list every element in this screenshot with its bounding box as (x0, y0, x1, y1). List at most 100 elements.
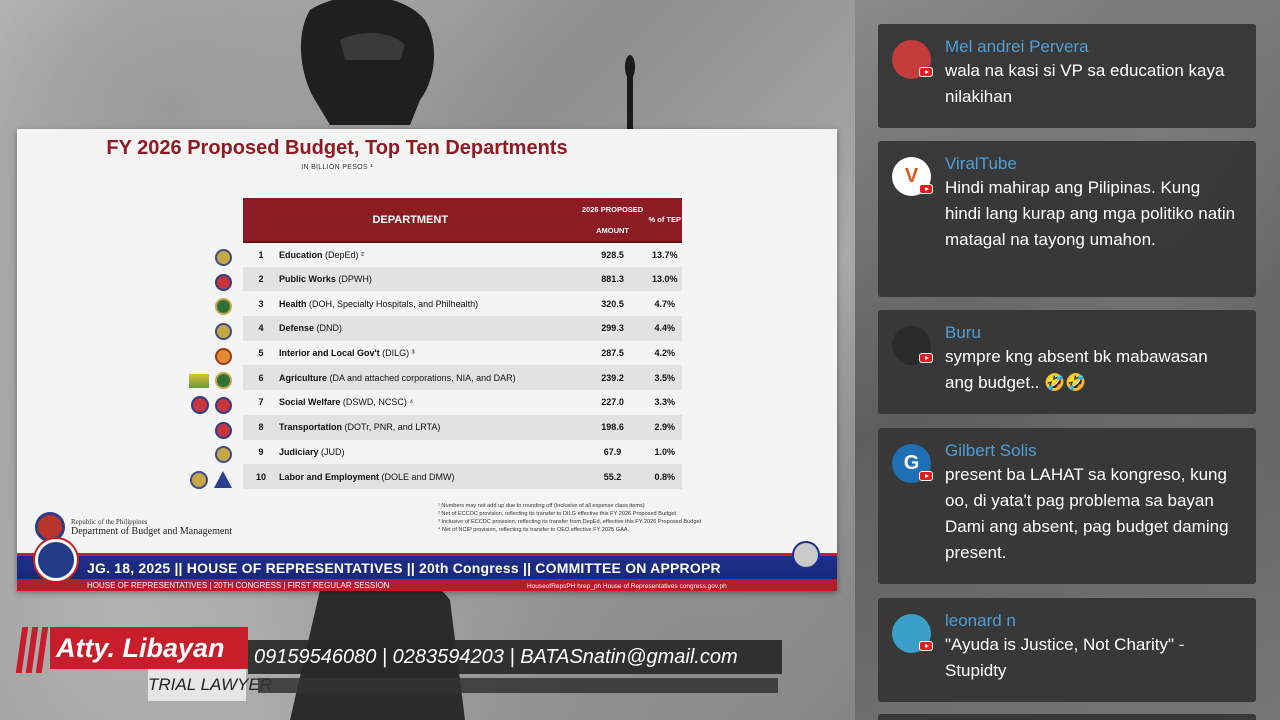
chat-author[interactable]: ViralTube (945, 154, 1017, 173)
nia-logo-icon (189, 373, 209, 388)
youtube-icon (919, 353, 933, 363)
row-amount: 299.3 (577, 316, 648, 341)
row-rank: 6 (243, 365, 279, 391)
row-pct: 2.9% (647, 414, 682, 440)
budget-table: DEPARTMENT 2026 PROPOSED AMOUNT % of TEP… (243, 198, 682, 489)
table-row: 6 Agriculture (DA and attached corporatio… (243, 365, 682, 391)
dbm-seal-icon (35, 512, 65, 542)
chat-author[interactable]: Buru (945, 323, 981, 342)
dpwh-seal-icon (215, 273, 232, 291)
row-department: Health (DOH, Specialty Hospitals, and Ph… (279, 298, 479, 309)
video-player[interactable]: FY 2026 Proposed Budget, Top Ten Departm… (0, 0, 855, 720)
chat-message[interactable]: leonard n "Ayuda is Justice, Not Charity… (878, 598, 1256, 702)
congress-seal-icon (792, 541, 820, 569)
da-seal-icon (215, 372, 232, 390)
row-rank: 5 (258, 348, 264, 359)
table-row: 4 Defense (DND) 299.3 4.4% (243, 316, 682, 341)
lower-third-stripes (15, 627, 51, 673)
row-rank: 10 (243, 464, 279, 489)
table-row: 8 Transportation (DOTr, PNR, and LRTA) 198… (243, 414, 682, 440)
row-amount: 198.6 (577, 414, 648, 440)
header-department: DEPARTMENT (243, 198, 578, 243)
broadcast-banner: JG. 18, 2025 || HOUSE OF REPRESENTATIVES… (17, 553, 837, 591)
slide-footnotes: ¹ Numbers may not add up due to rounding… (438, 502, 828, 534)
row-amount: 55.2 (577, 464, 648, 489)
row-rank: 4 (243, 316, 279, 341)
row-amount: 239.2 (577, 365, 648, 391)
chat-author[interactable]: Mel andrei Pervera (945, 37, 1089, 56)
chat-message[interactable]: Buru sympre kng absent bk mabawasan ang … (878, 310, 1256, 414)
chat-message[interactable]: G Gilbert Solis present ba LAHAT sa kong… (878, 428, 1256, 584)
footnote: ³ Inclusive of ECCDC provision, reflecti… (438, 519, 702, 525)
dotr-seal-icon (215, 421, 232, 439)
row-department: Judiciary (JUD) (279, 446, 345, 457)
row-amount: 881.3 (577, 266, 648, 292)
row-pct: 1.0% (654, 446, 676, 457)
row-department: Public Works (DPWH) (279, 266, 578, 292)
chat-message[interactable]: V ViralTube Hindi mahirap ang Pilipinas.… (878, 141, 1256, 297)
ncsc-seal-icon (191, 396, 209, 415)
table-row: 9 Judiciary (JUD) 67.9 1.0% (243, 440, 682, 465)
row-rank: 7 (258, 397, 264, 408)
lower-third-bar (258, 678, 778, 693)
row-amount: 67.9 (603, 446, 622, 457)
banner-social-text: HouseofRepsPH hrep_ph House of Represent… (527, 583, 727, 590)
youtube-icon (919, 67, 933, 77)
row-department: Labor and Employment (DOLE and DMW) (279, 464, 578, 489)
table-row: 1 Education (DepEd) ² 928.5 13.7% (243, 242, 682, 267)
chat-text: Hindi mahirap ang Pilipinas. Kung hindi … (945, 178, 1236, 249)
youtube-icon (919, 641, 933, 651)
dbm-logo: Republic of the Philippines Department o… (35, 512, 232, 542)
chat-message[interactable]: Mel andrei Pervera wala na kasi si VP sa… (878, 24, 1256, 128)
chat-text: sympre kng absent bk mabawasan ang budge… (945, 347, 1208, 392)
youtube-icon (919, 471, 933, 481)
header-pct: % of TEP (647, 198, 682, 243)
row-pct: 4.7% (654, 298, 676, 309)
live-chat-panel: Mel andrei Pervera wala na kasi si VP sa… (855, 0, 1280, 720)
row-pct: 3.5% (647, 365, 682, 391)
table-row: 2 Public Works (DPWH) 881.3 13.0% (243, 266, 682, 292)
lower-third-name: Atty. Libayan (50, 627, 248, 669)
deped-seal-icon (215, 248, 232, 266)
table-row: 5 Interior and Local Gov't (DILG) ³ 287.5 4… (243, 341, 682, 366)
footnote: ⁴ Net of NCIP provision, reflecting its … (438, 527, 630, 533)
row-amount: 287.5 (601, 348, 624, 359)
table-row: 3 Health (DOH, Specialty Hospitals, and P… (243, 291, 682, 316)
row-rank: 3 (258, 298, 264, 309)
doh-seal-icon (215, 298, 232, 316)
row-pct: 4.4% (647, 316, 682, 341)
chat-text: present ba LAHAT sa kongreso, kung oo, d… (945, 465, 1229, 562)
row-pct: 13.7% (652, 249, 678, 260)
user-avatar[interactable]: V (892, 157, 931, 196)
slide-subtitle: IN BILLION PESOS ¹ (301, 164, 373, 171)
row-rank: 9 (258, 446, 264, 457)
row-rank: 8 (243, 414, 279, 440)
table-row: 7 Social Welfare (DSWD, NCSC) ⁴ 227.0 3.3% (243, 390, 682, 415)
banner-strip (17, 579, 837, 591)
chat-author[interactable]: Gilbert Solis (945, 441, 1037, 460)
dnd-seal-icon (215, 322, 232, 340)
row-department: Interior and Local Gov't (DILG) ³ (279, 348, 415, 359)
banner-main-text: JG. 18, 2025 || HOUSE OF REPRESENTATIVES… (87, 560, 721, 576)
chat-text: "Ayuda is Justice, Not Charity" - Stupid… (945, 635, 1185, 680)
presentation-slide: FY 2026 Proposed Budget, Top Ten Departm… (17, 129, 837, 591)
table-row: 10 Labor and Employment (DOLE and DMW) 55.… (243, 464, 682, 489)
row-department: Defense (DND) (279, 316, 578, 341)
dole-seal-icon (190, 470, 208, 489)
row-department: Agriculture (DA and attached corporation… (279, 365, 578, 391)
row-rank: 2 (243, 266, 279, 292)
chat-author[interactable]: leonard n (945, 611, 1016, 630)
chat-message-partial[interactable] (878, 714, 1256, 720)
sword-hilt-image (625, 55, 635, 130)
row-amount: 227.0 (601, 397, 624, 408)
lower-third-role: TRIAL LAWYER (148, 669, 272, 701)
row-pct: 13.0% (647, 266, 682, 292)
footnote: ² Net of ECCDC provision, reflecting its… (438, 511, 676, 517)
row-amount: 928.5 (601, 249, 624, 260)
header-amount: 2026 PROPOSED AMOUNT (577, 198, 648, 243)
youtube-icon (919, 184, 933, 194)
row-pct: 0.8% (647, 464, 682, 489)
row-department: Transportation (DOTr, PNR, and LRTA) (279, 414, 578, 440)
dmw-logo-icon (214, 471, 232, 489)
house-seal-icon (35, 539, 77, 581)
